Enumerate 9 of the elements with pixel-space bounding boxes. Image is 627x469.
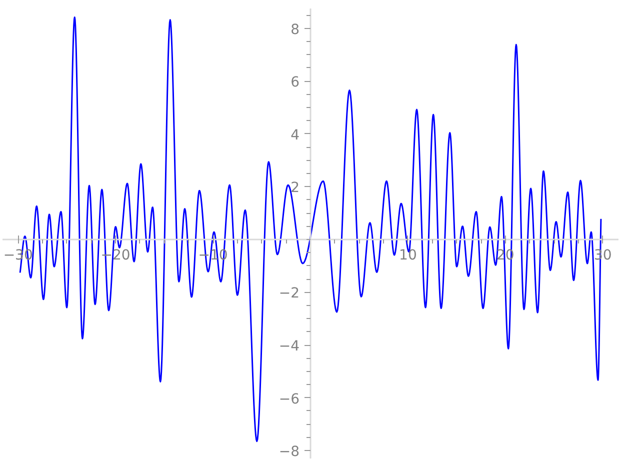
y-tick-label: 2 bbox=[290, 180, 300, 196]
y-tick-label: 6 bbox=[290, 74, 300, 91]
x-tick-label: 10 bbox=[399, 247, 417, 264]
y-tick-label: −8 bbox=[278, 444, 300, 460]
y-tick-label: 8 bbox=[290, 22, 300, 38]
y-tick-label: 4 bbox=[290, 127, 300, 144]
y-tick-label: −6 bbox=[278, 391, 300, 408]
y-tick-label: −2 bbox=[278, 286, 300, 302]
y-tick-label: −4 bbox=[278, 338, 300, 355]
